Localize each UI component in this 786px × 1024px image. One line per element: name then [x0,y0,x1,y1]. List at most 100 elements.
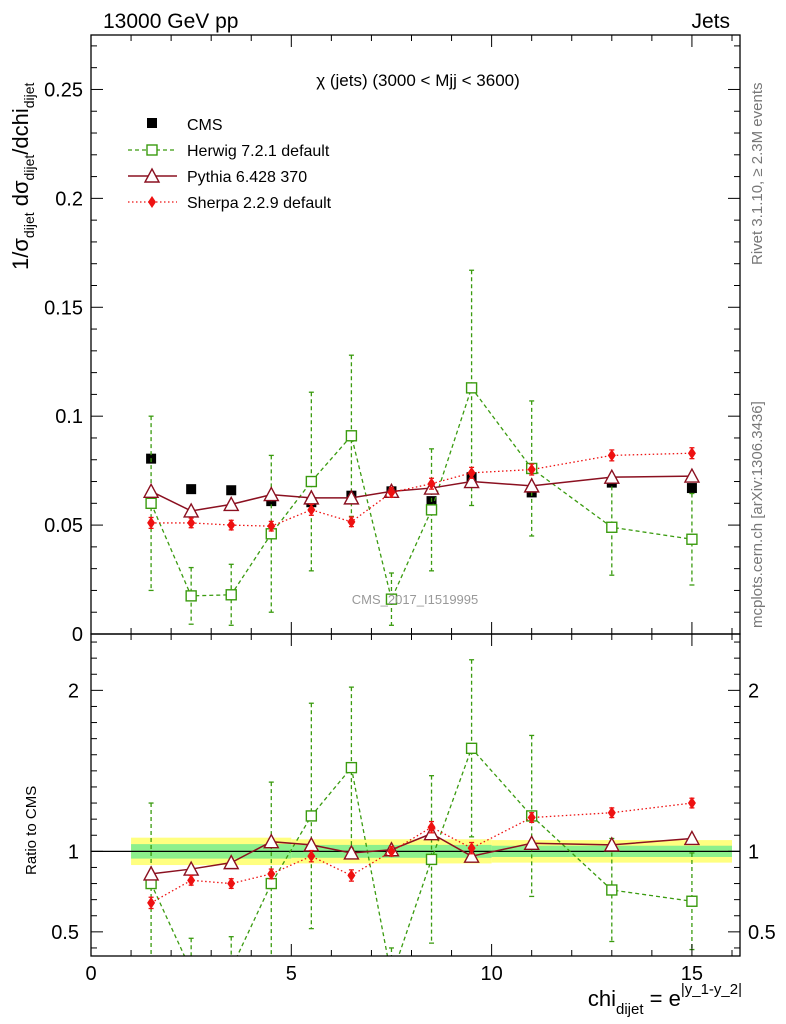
header-left: 13000 GeV pp [103,10,238,33]
x-tick-label: 5 [286,963,297,985]
main-point-herwig [145,497,157,510]
ratio-point-pythia [263,833,280,849]
ratio-point-pythia [142,865,160,881]
ratio-point-herwig [305,810,318,822]
legend-label-pythia: Pythia 6.428 370 [187,169,307,186]
ratio-point-sherpa [467,842,476,855]
ratio-point-sherpa [147,896,156,909]
main-series-pythia [142,467,701,518]
legend-label-cms: CMS [187,117,223,134]
main-point-cms [686,483,697,494]
legend-marker-sherpa [148,196,156,208]
ratio-point-pythia [603,836,620,852]
x-tick-label: 0 [85,963,96,985]
side-label-mcplots: mcplots.cern.ch [arXiv:1306.3436] [749,401,766,628]
ratio-point-herwig [345,761,358,774]
chart-axes: 0 0.05 0.1 0.15 0.2 0.25 0 5 10 15 0.5 0.5 1 1 2 2 [44,34,776,985]
ratio-point-sherpa [387,845,396,858]
main-point-sherpa [307,503,316,516]
main-y-tick-label: 0.25 [44,79,83,101]
ratio-point-herwig [425,853,438,866]
main-point-sherpa [187,516,196,529]
main-line-pythia [150,475,692,512]
ratio-y-tick-label-right: 0.5 [748,922,776,944]
ratio-point-herwig [686,895,698,907]
main-point-sherpa [267,520,276,533]
ratio-point-sherpa [607,806,616,819]
legend: CMS Herwig 7.2.1 default Pythia 6.428 37… [128,117,332,212]
main-point-herwig [465,382,478,394]
ratio-point-herwig [606,884,618,896]
ratio-y-tick-label-right: 2 [748,680,759,702]
main-point-herwig [606,521,618,533]
main-point-pythia [223,495,240,512]
ratio-point-pythia [683,829,701,846]
ratio-series-sherpa [147,797,696,910]
x-tick-label: 10 [480,963,502,985]
main-line-sherpa [151,452,692,527]
main-point-pythia [343,489,360,505]
watermark: CMS_2017_I1519995 [352,592,479,607]
legend-entry-sherpa: Sherpa 2.2.9 default [128,195,332,212]
ratio-point-pythia [523,834,540,850]
legend-label-herwig: Herwig 7.2.1 default [187,143,330,160]
main-point-herwig [686,533,698,545]
main-point-pythia [523,477,540,493]
ratio-point-sherpa [227,877,236,890]
ratio-point-sherpa [307,850,316,863]
main-y-tick-label: 0.2 [55,188,83,210]
main-point-pythia [463,473,480,489]
legend-marker-cms [147,118,157,128]
ratio-y-axis-label: Ratio to CMS [23,786,40,875]
ratio-point-sherpa [527,811,536,824]
main-series-sherpa [147,447,696,533]
main-series-herwig [145,269,698,626]
main-point-pythia [683,467,701,483]
main-point-herwig [185,590,197,602]
legend-entry-pythia: Pythia 6.428 370 [128,167,307,186]
ratio-point-sherpa [267,867,276,880]
ratio-point-sherpa [687,797,696,810]
ratio-point-herwig [386,972,396,982]
main-point-sherpa [227,519,236,532]
main-point-cms [186,484,197,495]
main-point-sherpa [147,516,156,529]
ratio-point-pythia [223,854,240,870]
main-y-tick-label: 0.1 [55,406,83,428]
main-point-sherpa [687,447,696,460]
ratio-y-tick-label-left: 0.5 [51,922,79,944]
ratio-y-tick-label-left: 1 [68,841,79,863]
ratio-point-pythia [343,844,360,860]
chart-title: χ (jets) (3000 < Mjj < 3600) [316,71,520,90]
main-y-tick-label: 0.05 [44,515,83,537]
ratio-line-pythia [151,832,692,875]
main-point-pythia [263,486,280,502]
main-point-sherpa [387,486,396,499]
legend-label-sherpa: Sherpa 2.2.9 default [187,195,332,212]
ratio-point-sherpa [347,869,356,882]
legend-marker-herwig [146,144,158,156]
main-point-sherpa [467,466,476,479]
side-label-rivet: Rivet 3.1.10, ≥ 2.3M events [749,83,766,266]
chart-marks [91,269,740,982]
main-point-herwig [225,589,237,601]
main-point-cms [226,485,237,496]
ratio-series-herwig [145,659,698,982]
ratio-point-herwig [186,965,196,975]
main-line-herwig [150,386,693,602]
ratio-frame [90,633,741,957]
ratio-point-sherpa [427,821,436,834]
main-point-sherpa [607,449,616,462]
main-point-herwig [425,504,438,516]
main-point-pythia [142,482,160,499]
main-point-sherpa [427,477,436,490]
ratio-y-tick-label-left: 2 [68,680,79,702]
ratio-point-herwig [226,964,236,974]
main-point-sherpa [527,463,536,476]
ratio-point-sherpa [187,874,196,887]
legend-marker-pythia [143,167,161,183]
ratio-point-pythia [463,847,480,863]
main-y-tick-label: 0 [72,624,83,646]
main-point-sherpa [347,515,356,528]
